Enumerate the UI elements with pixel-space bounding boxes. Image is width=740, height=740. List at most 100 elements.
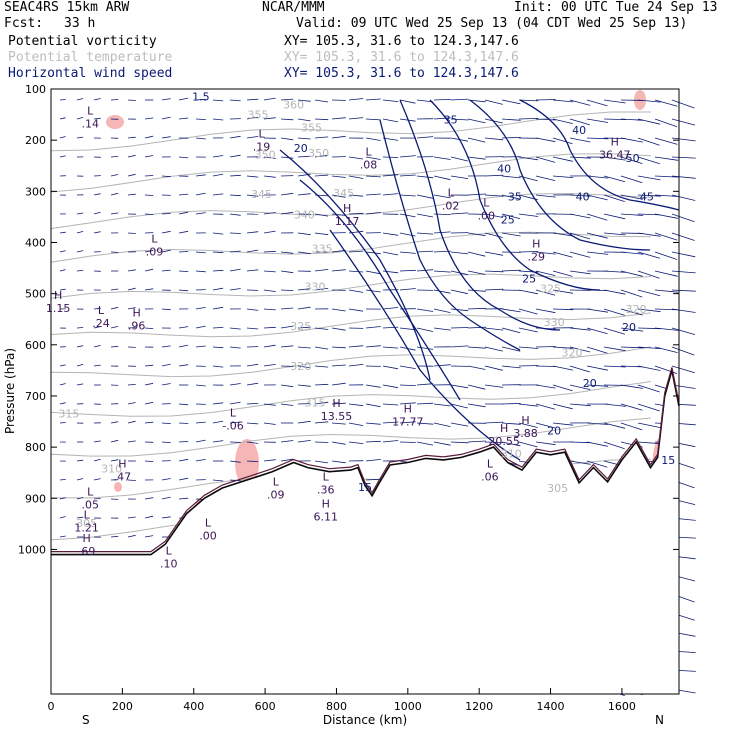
- y-axis-label: Pressure (hPa): [3, 348, 17, 434]
- wind-vector: [314, 383, 329, 386]
- wind-vector: [365, 345, 381, 348]
- wind-vector: [212, 99, 224, 102]
- wind-vector: [620, 137, 643, 143]
- wind-vector: [433, 422, 451, 427]
- wind-vector: [59, 497, 66, 500]
- wind-vector: [416, 383, 434, 386]
- wind-vector: [76, 231, 84, 234]
- wind-vector: [127, 269, 136, 272]
- wind-vector: [535, 384, 556, 389]
- wind-vector: [76, 98, 84, 101]
- wind-vector: [467, 440, 486, 443]
- theta-label: 335: [312, 243, 333, 256]
- wind-vector: [314, 194, 329, 197]
- wind-vector: [586, 194, 608, 201]
- wind-speed-label: 40: [576, 190, 590, 203]
- wind-vector: [637, 289, 661, 297]
- y-tick-label: 800: [25, 441, 46, 454]
- wind-vector: [178, 344, 189, 348]
- wind-vector: [382, 440, 399, 443]
- wind-vector: [59, 231, 66, 234]
- wind-vector: [348, 308, 364, 312]
- wind-vector: [280, 251, 294, 254]
- theta-label: 330: [305, 280, 326, 293]
- wind-vector: [59, 516, 66, 519]
- wind-vector: [501, 99, 521, 105]
- fcst-value: 33 h: [64, 16, 96, 31]
- wind-vector: [535, 346, 556, 348]
- wind-vector: [280, 270, 294, 274]
- wind-vector: [314, 118, 329, 121]
- wind-vector: [382, 346, 399, 349]
- wind-vector: [399, 118, 416, 122]
- wind-vector: [127, 193, 136, 196]
- wind-vector: [195, 118, 206, 120]
- x-tick-label: 400: [183, 700, 204, 713]
- wind-speed-label: 20: [547, 425, 561, 438]
- pv-extremum-value: .08: [360, 159, 378, 172]
- wind-vector: [178, 230, 189, 234]
- wind-vector: [76, 212, 84, 215]
- wind-vector: [569, 403, 591, 407]
- wind-vector: [654, 232, 678, 241]
- wind-vector: [535, 403, 556, 410]
- wind-vector: [348, 403, 364, 407]
- wind-vector: [382, 232, 399, 236]
- south-end-label: S: [82, 713, 90, 727]
- wind-vector: [467, 251, 486, 257]
- y-tick-label: 300: [25, 185, 46, 198]
- wind-vector: [450, 384, 469, 389]
- wind-vector: [59, 288, 66, 291]
- pv-extremum-letter: L: [87, 105, 94, 118]
- pv-extremum-letter: H: [532, 238, 540, 251]
- wind-vector: [603, 346, 626, 352]
- wind-vector: [365, 156, 381, 160]
- wind-vector: [178, 270, 189, 272]
- wind-vector: [365, 403, 381, 408]
- theta-label: 350: [308, 147, 329, 160]
- wind-vector: [382, 251, 399, 256]
- wind-vector: [297, 137, 311, 140]
- wind-vector: [229, 99, 241, 102]
- wind-speed-label: 40: [497, 162, 511, 175]
- wind-vector: [467, 193, 486, 196]
- wind-vector: [603, 270, 626, 273]
- wind-vector: [450, 251, 469, 255]
- wind-vector: [450, 118, 469, 121]
- wind-vector: [161, 230, 171, 234]
- wind-vector: [144, 213, 154, 215]
- wind-vector: [331, 346, 346, 349]
- x-tick-label: 0: [48, 700, 55, 713]
- wind-vector: [671, 213, 695, 223]
- wind-vector: [195, 307, 206, 310]
- wind-vector: [637, 99, 661, 103]
- wind-vector: [467, 99, 486, 103]
- y-tick-label: 1000: [18, 543, 46, 556]
- wind-vector: [161, 116, 171, 120]
- wind-vector: [382, 99, 399, 102]
- north-end-label: N: [655, 713, 664, 727]
- wind-vector: [161, 383, 171, 386]
- wind-vector: [433, 213, 451, 215]
- wind-vector: [433, 99, 451, 101]
- pv-extremum-letter: H: [322, 497, 330, 510]
- wind-vector: [671, 365, 695, 374]
- wind-vector: [93, 498, 101, 500]
- wind-vector: [195, 251, 206, 254]
- wind-vector: [280, 192, 294, 196]
- wind-vector: [331, 249, 346, 253]
- wind-vector: [416, 402, 434, 405]
- wind-vector: [127, 173, 136, 177]
- wind-vector: [161, 213, 171, 215]
- pv-extremum-letter: L: [487, 458, 494, 471]
- wind-vector: [552, 365, 573, 371]
- wind-vector: [161, 516, 171, 519]
- wind-vector: [365, 251, 381, 255]
- wind-vector: [586, 460, 608, 468]
- wind-vector: [246, 175, 259, 178]
- wind-vector: [637, 346, 661, 349]
- wind-vector: [535, 441, 556, 446]
- wind-vector: [331, 213, 346, 216]
- pv-extremum-value: 13.55: [321, 410, 353, 423]
- wind-vector: [212, 118, 224, 121]
